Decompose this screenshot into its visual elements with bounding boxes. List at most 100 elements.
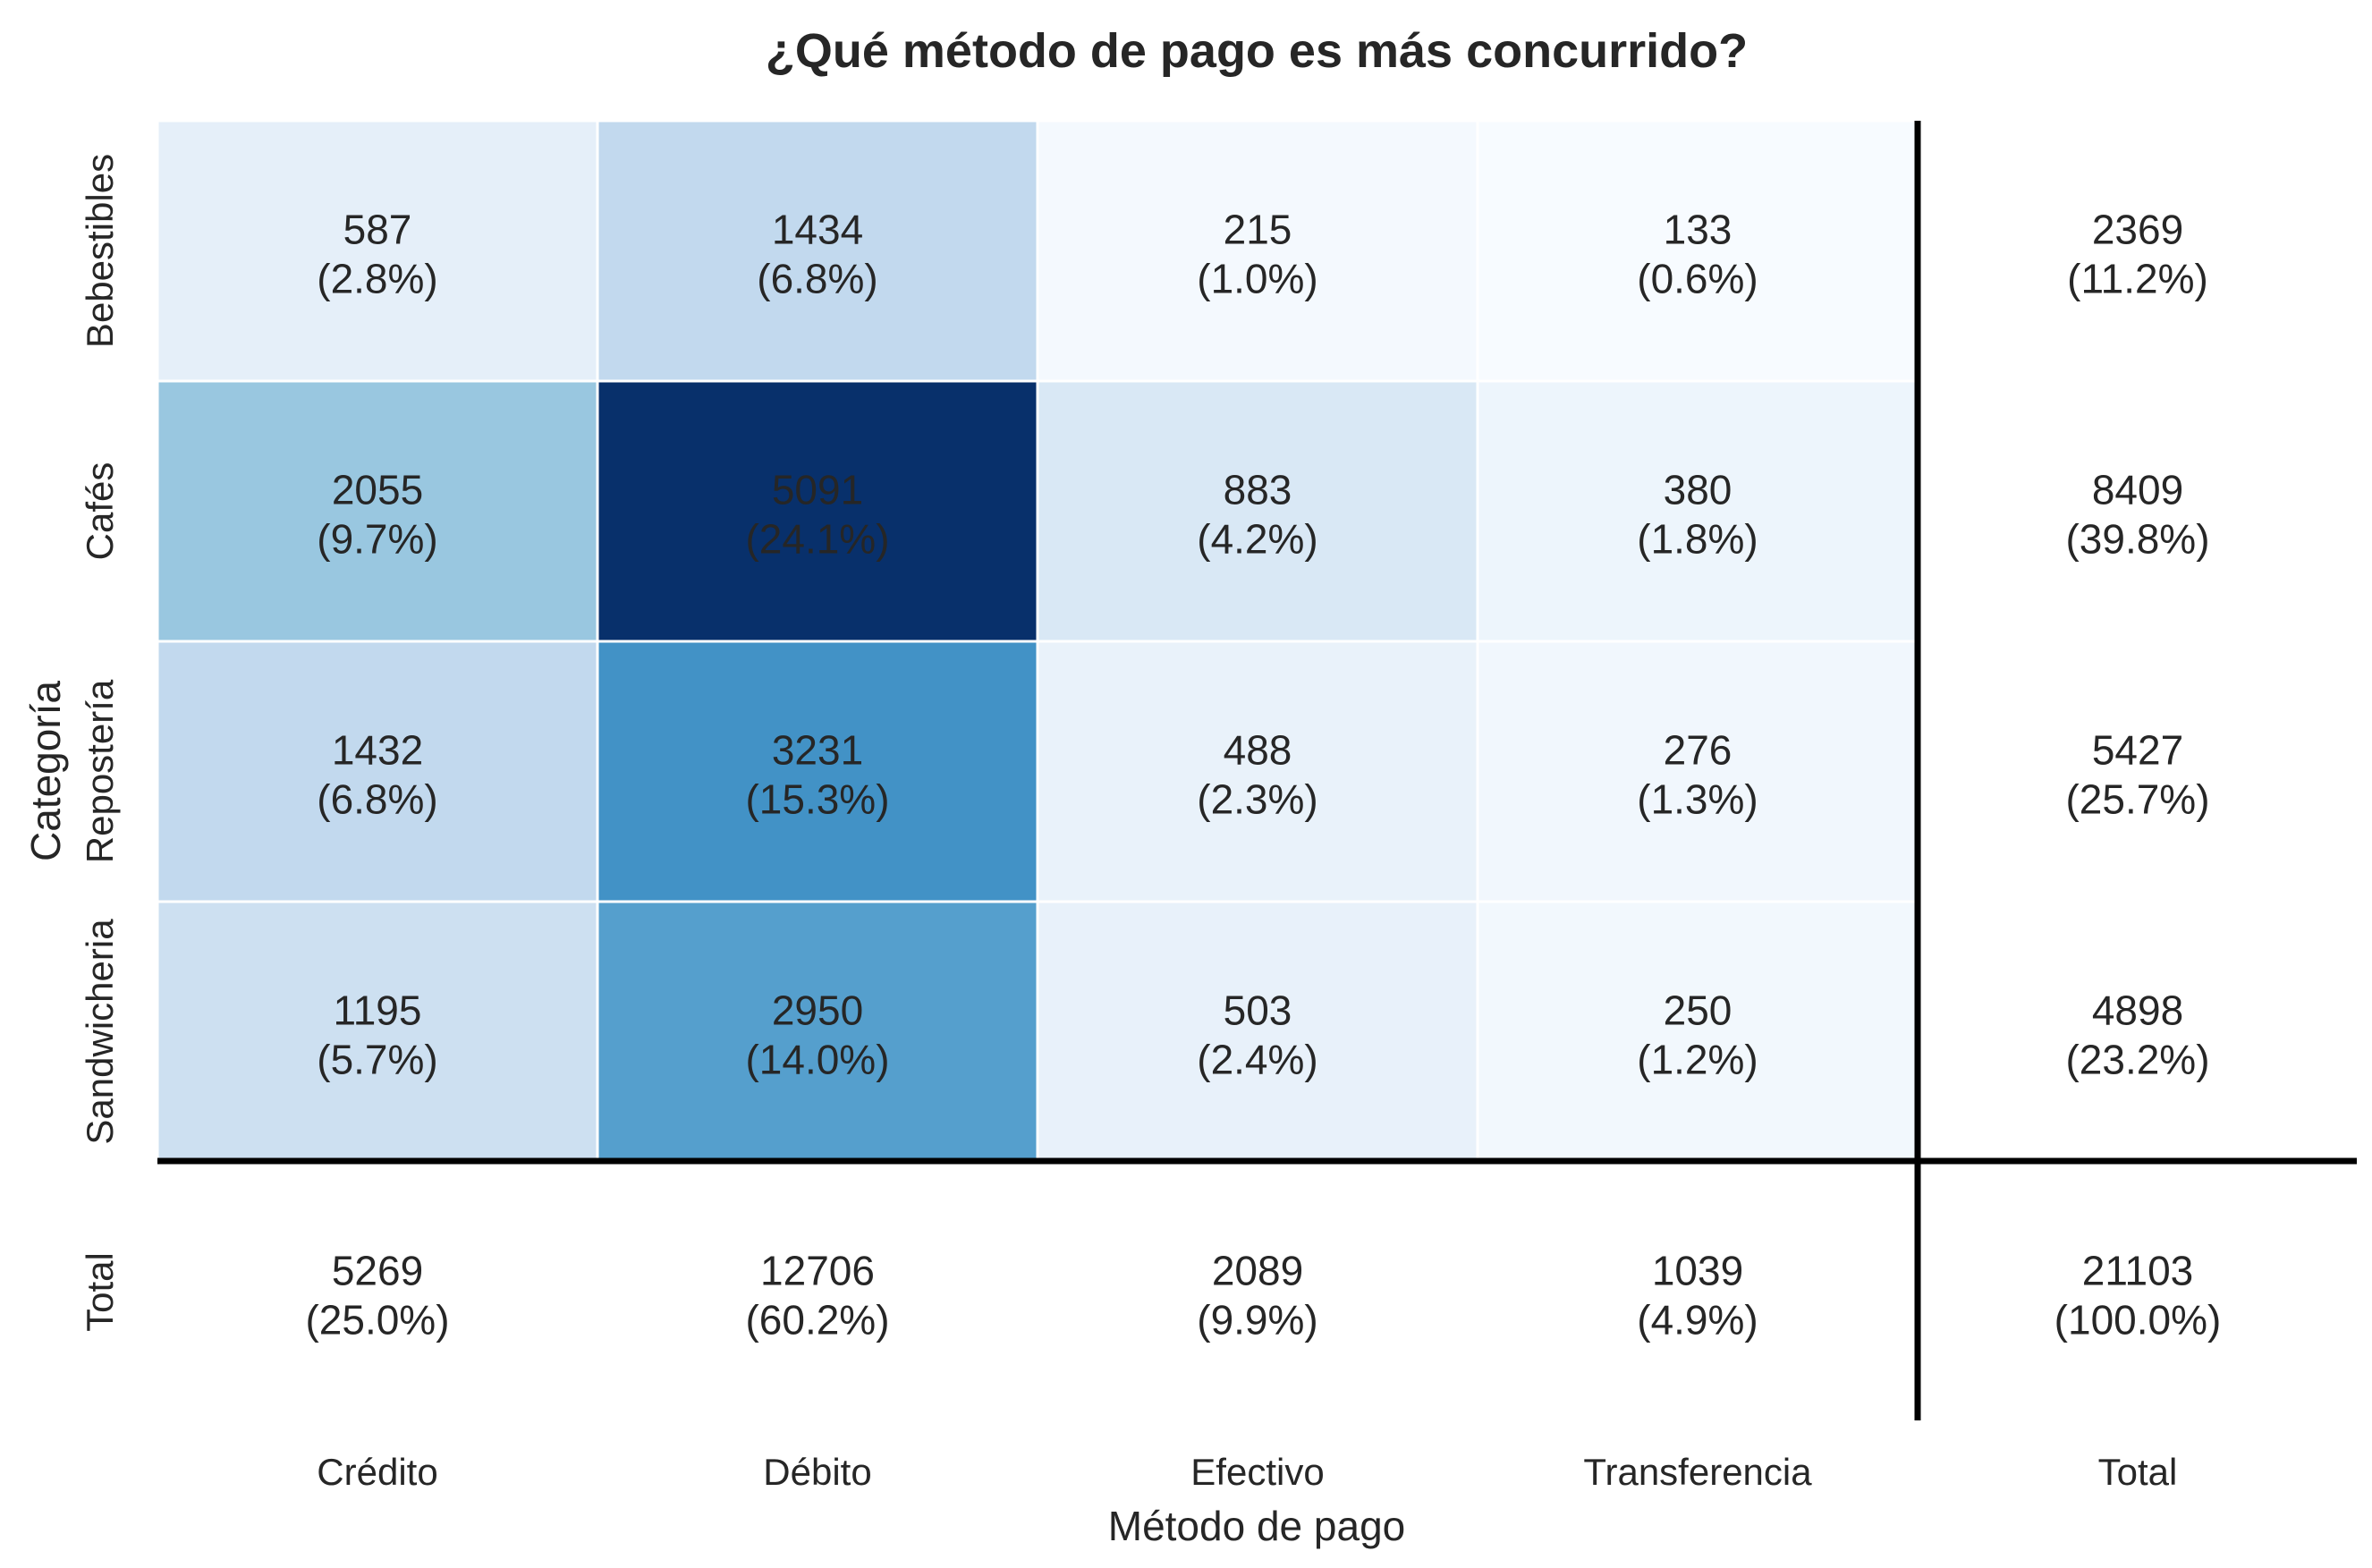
column-total-label: 5269 (25.0%) [305,1248,449,1343]
chart-title: ¿Qué método de pago es más concurrido? [766,24,1748,78]
x-axis-label: Método de pago [1108,1503,1406,1549]
column-total-label-value: 1039 [1652,1248,1743,1294]
cell-label-percent: (5.7%) [317,1037,437,1083]
cell-label: 250 (1.2%) [1637,987,1758,1083]
x-tick-label: Total [2098,1451,2178,1493]
column-total-label: 12706 (60.2%) [745,1248,889,1343]
grand-total-label-value: 21103 [2082,1248,2194,1294]
cell-label-percent: (1.2%) [1637,1037,1758,1083]
cell-label-value: 503 [1224,987,1292,1034]
column-total-label-value: 2089 [1212,1248,1303,1294]
row-total-label-percent: (11.2%) [2067,256,2208,302]
total-separators [157,121,2357,1420]
y-tick-label: Bebestibles [79,154,121,348]
row-total-label-value: 5427 [2092,727,2183,774]
y-axis-label: Categoría [22,681,69,861]
column-total-label-percent: (9.9%) [1197,1297,1317,1343]
heatmap-cell [156,900,599,1164]
y-tick-label: Repostería [79,679,121,863]
cell-label: 3231 (15.3%) [745,727,889,823]
cell-label-percent: (24.1%) [745,516,889,563]
cell-label-percent: (15.3%) [745,776,889,823]
heatmap-cell [596,640,1039,903]
row-total-label: 5427 (25.7%) [2065,727,2209,823]
cell-label: 1195 (5.7%) [317,987,437,1083]
y-tick-label: Sandwicheria [79,919,121,1145]
cell-label-value: 380 [1664,467,1732,513]
y-tick-labels: Bebestibles Cafés Repostería Sandwicheria To… [79,154,121,1332]
heatmap-cell [1476,119,1919,383]
x-tick-label: Crédito [317,1451,437,1493]
cell-label-value: 587 [343,207,412,253]
heatmap-cell [1036,119,1479,383]
cell-label-value: 215 [1224,207,1292,253]
column-total-label: 2089 (9.9%) [1197,1248,1317,1343]
cell-label-percent: (6.8%) [317,776,437,823]
cell-label-percent: (2.3%) [1197,776,1317,823]
cell-label-percent: (9.7%) [317,516,437,563]
cell-label-percent: (1.0%) [1197,256,1317,302]
margin-totals: 2369 (11.2%) 8409 (39.8%) 5427 (25.7%) 4898 (23… [305,207,2221,1343]
cell-label-value: 1434 [772,207,863,253]
heatmap-cell [596,379,1039,643]
column-total-label-percent: (4.9%) [1637,1297,1758,1343]
column-total-label-value: 5269 [332,1248,423,1294]
cell-label-percent: (6.8%) [757,256,877,302]
heatmap-cell [1476,379,1919,643]
x-tick-label: Transferencia [1583,1451,1812,1493]
x-tick-label: Débito [763,1451,871,1493]
grand-total-label-percent: (100.0%) [2054,1297,2222,1343]
heatmap-cell [156,640,599,903]
cell-label-value: 250 [1664,987,1732,1034]
cell-label-percent: (2.8%) [317,256,437,302]
cell-label-percent: (0.6%) [1637,256,1758,302]
cell-label: 2055 (9.7%) [317,467,437,563]
cell-label: 133 (0.6%) [1637,207,1758,302]
x-tick-labels: Crédito Débito Efectivo Transferencia Total [317,1451,2177,1493]
x-tick-label: Efectivo [1190,1451,1324,1493]
cell-label-value: 488 [1224,727,1292,774]
cell-label-percent: (4.2%) [1197,516,1317,563]
heatmap-cell [156,119,599,383]
row-total-label-percent: (23.2%) [2065,1037,2209,1083]
cell-label: 2950 (14.0%) [745,987,889,1083]
heatmap-cell [1476,640,1919,903]
cell-label: 5091 (24.1%) [745,467,889,563]
row-total-label-value: 2369 [2092,207,2183,253]
row-total-label-value: 4898 [2092,987,2183,1034]
cell-label-value: 3231 [772,727,863,774]
cell-label: 276 (1.3%) [1637,727,1758,823]
cell-label-value: 1432 [332,727,423,774]
heatmap-cell [1036,379,1479,643]
heatmap-cell [1036,640,1479,903]
cell-label-value: 2950 [772,987,863,1034]
row-total-label-percent: (39.8%) [2065,516,2209,563]
cell-label-value: 883 [1224,467,1292,513]
row-total-label: 4898 (23.2%) [2065,987,2209,1083]
cell-label: 587 (2.8%) [317,207,437,302]
cell-label-percent: (1.3%) [1637,776,1758,823]
cell-label: 883 (4.2%) [1197,467,1317,563]
row-total-label-percent: (25.7%) [2065,776,2209,823]
cell-label: 215 (1.0%) [1197,207,1317,302]
cell-label-percent: (1.8%) [1637,516,1758,563]
y-tick-label: Cafés [79,462,121,561]
cell-label-value: 1195 [334,987,422,1034]
cell-label: 1434 (6.8%) [757,207,877,302]
cell-label-value: 5091 [772,467,863,513]
cell-label: 380 (1.8%) [1637,467,1758,563]
cell-label: 503 (2.4%) [1197,987,1317,1083]
cell-label-percent: (14.0%) [745,1037,889,1083]
row-total-label: 2369 (11.2%) [2067,207,2208,302]
y-tick-label: Total [79,1252,121,1332]
column-total-label: 1039 (4.9%) [1637,1248,1758,1343]
cell-label-value: 133 [1664,207,1732,253]
cell-label: 488 (2.3%) [1197,727,1317,823]
cell-label-value: 2055 [332,467,423,513]
cell-label: 1432 (6.8%) [317,727,437,823]
row-total-label-value: 8409 [2092,467,2183,513]
column-total-label-percent: (25.0%) [305,1297,449,1343]
column-total-label-percent: (60.2%) [745,1297,889,1343]
heatmap-cell [1036,900,1479,1164]
